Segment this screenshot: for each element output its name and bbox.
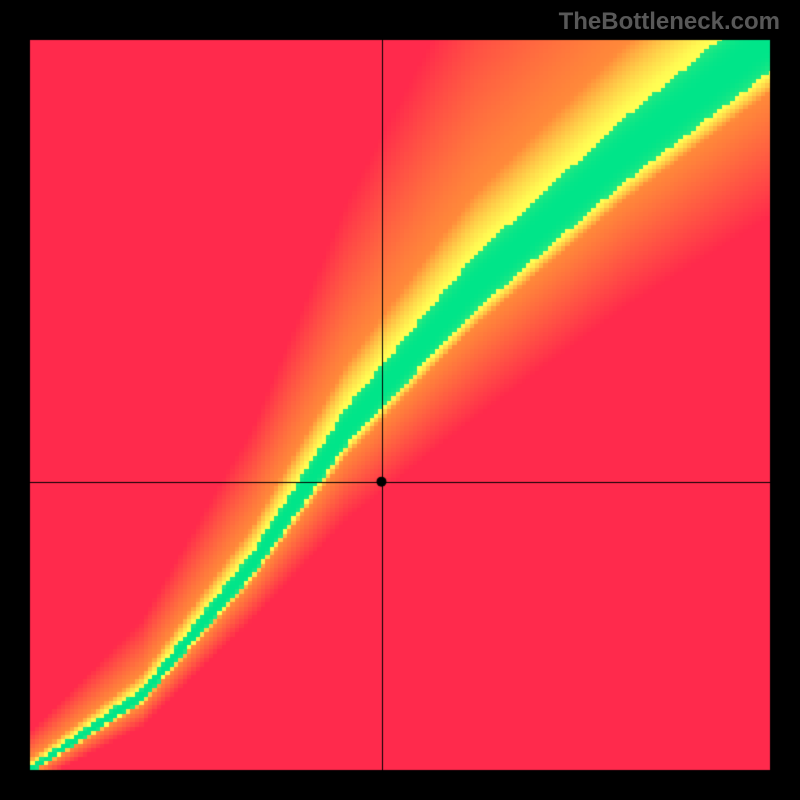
- chart-container: TheBottleneck.com: [0, 0, 800, 800]
- bottleneck-heatmap: [0, 0, 800, 800]
- watermark-text: TheBottleneck.com: [559, 8, 780, 36]
